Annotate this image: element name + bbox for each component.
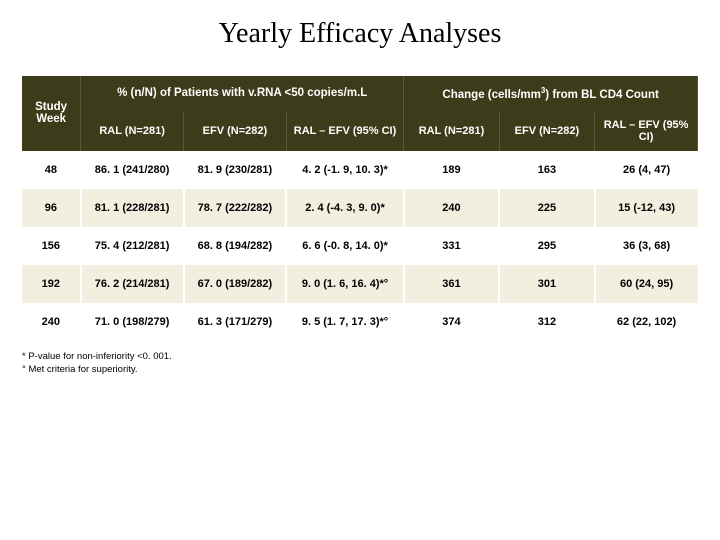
footnote-noninferiority: * P-value for non-inferiority <0. 001. — [22, 351, 698, 364]
table-body: 4886. 1 (241/280)81. 9 (230/281)4. 2 (-1… — [22, 151, 698, 341]
cell-b-efv: 163 — [499, 151, 594, 189]
col-a-diff: RAL – EFV (95% CI) — [286, 111, 403, 151]
cell-a-diff: 4. 2 (-1. 9, 10. 3)* — [286, 151, 403, 189]
col-a-ral: RAL (N=281) — [81, 111, 184, 151]
cell-b-ral: 240 — [404, 189, 499, 227]
cell-a-ral: 76. 2 (214/281) — [81, 265, 184, 303]
cell-a-diff: 9. 0 (1. 6, 16. 4)*° — [286, 265, 403, 303]
table-row: 9681. 1 (228/281)78. 7 (222/282)2. 4 (-4… — [22, 189, 698, 227]
cell-a-ral: 71. 0 (198/279) — [81, 303, 184, 341]
cell-a-ral: 86. 1 (241/280) — [81, 151, 184, 189]
cell-a-diff: 2. 4 (-4. 3, 9. 0)* — [286, 189, 403, 227]
table-row: 19276. 2 (214/281)67. 0 (189/282)9. 0 (1… — [22, 265, 698, 303]
footnotes: * P-value for non-inferiority <0. 001. °… — [22, 351, 698, 377]
cell-b-diff: 60 (24, 95) — [595, 265, 698, 303]
cell-b-ral: 374 — [404, 303, 499, 341]
cell-b-ral: 189 — [404, 151, 499, 189]
cell-a-efv: 68. 8 (194/282) — [184, 227, 287, 265]
col-b-ral: RAL (N=281) — [404, 111, 499, 151]
efficacy-table: Study Week % (n/N) of Patients with v.RN… — [22, 76, 698, 341]
cell-week: 48 — [22, 151, 81, 189]
col-b-efv: EFV (N=282) — [499, 111, 594, 151]
footnote-superiority: ° Met criteria for superiority. — [22, 364, 698, 377]
col-study-week: Study Week — [22, 76, 81, 151]
cell-a-efv: 67. 0 (189/282) — [184, 265, 287, 303]
table-row: 24071. 0 (198/279)61. 3 (171/279)9. 5 (1… — [22, 303, 698, 341]
cell-b-efv: 312 — [499, 303, 594, 341]
col-group-vrna: % (n/N) of Patients with v.RNA <50 copie… — [81, 76, 404, 111]
cell-a-efv: 61. 3 (171/279) — [184, 303, 287, 341]
page-title: Yearly Efficacy Analyses — [22, 18, 698, 50]
cell-b-diff: 26 (4, 47) — [595, 151, 698, 189]
cell-week: 96 — [22, 189, 81, 227]
cell-b-diff: 62 (22, 102) — [595, 303, 698, 341]
cell-b-diff: 36 (3, 68) — [595, 227, 698, 265]
col-b-diff: RAL – EFV (95% CI) — [595, 111, 698, 151]
cell-a-efv: 81. 9 (230/281) — [184, 151, 287, 189]
cell-a-ral: 81. 1 (228/281) — [81, 189, 184, 227]
cell-week: 156 — [22, 227, 81, 265]
table-row: 15675. 4 (212/281)68. 8 (194/282)6. 6 (-… — [22, 227, 698, 265]
cell-week: 240 — [22, 303, 81, 341]
cell-b-ral: 331 — [404, 227, 499, 265]
col-group-cd4: Change (cells/mm3) from BL CD4 Count — [404, 76, 698, 111]
cell-b-ral: 361 — [404, 265, 499, 303]
cell-b-diff: 15 (-12, 43) — [595, 189, 698, 227]
col-a-efv: EFV (N=282) — [184, 111, 287, 151]
cell-a-diff: 6. 6 (-0. 8, 14. 0)* — [286, 227, 403, 265]
cell-a-ral: 75. 4 (212/281) — [81, 227, 184, 265]
cell-a-efv: 78. 7 (222/282) — [184, 189, 287, 227]
cell-b-efv: 301 — [499, 265, 594, 303]
cell-week: 192 — [22, 265, 81, 303]
cell-a-diff: 9. 5 (1. 7, 17. 3)*° — [286, 303, 403, 341]
cell-b-efv: 295 — [499, 227, 594, 265]
cell-b-efv: 225 — [499, 189, 594, 227]
table-row: 4886. 1 (241/280)81. 9 (230/281)4. 2 (-1… — [22, 151, 698, 189]
